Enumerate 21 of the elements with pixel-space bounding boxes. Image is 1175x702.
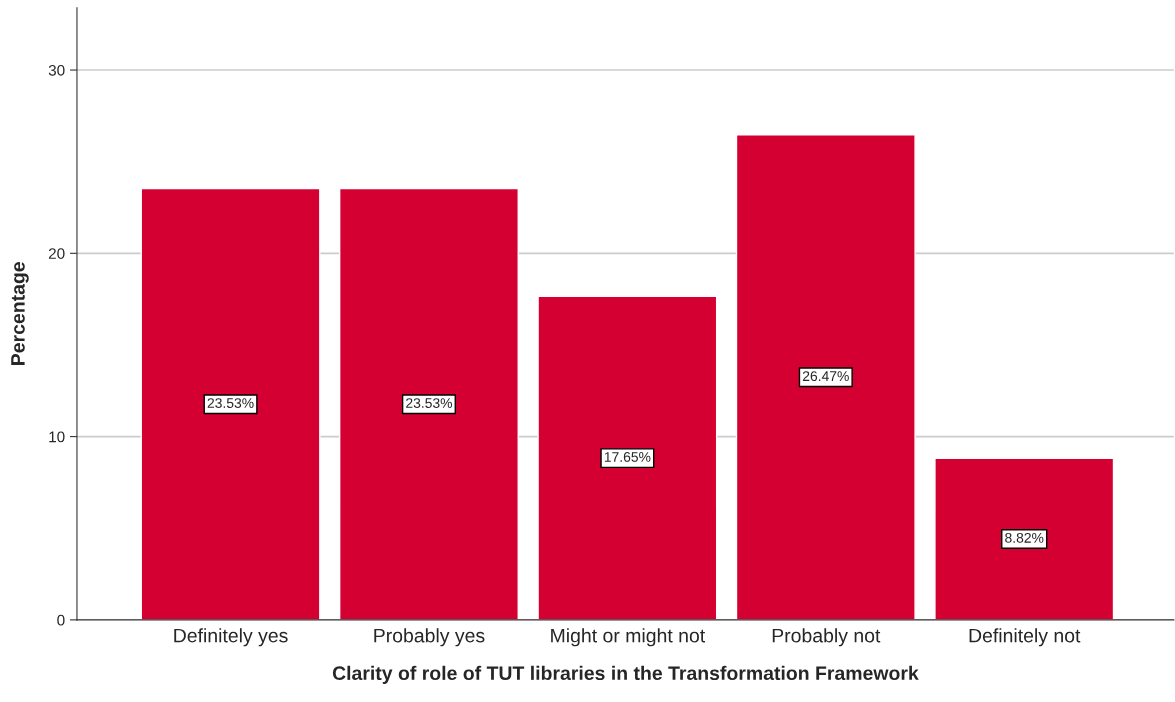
y-tick-label: 30: [48, 64, 65, 76]
x-tick-label: Probably not: [772, 628, 881, 647]
y-tick-label: 0: [57, 614, 65, 626]
y-axis-title: Percentage: [11, 262, 29, 365]
data-label: 17.65%: [604, 452, 651, 462]
data-label: 26.47%: [802, 371, 849, 382]
bar: [140, 187, 321, 620]
y-tick-label: 20: [48, 248, 65, 259]
x-tick-label: Probably yes: [374, 628, 485, 647]
data-label: 23.53%: [207, 398, 254, 408]
bar: [735, 134, 916, 620]
data-label: 8.82%: [1005, 532, 1044, 543]
bar: [537, 295, 718, 620]
bar: [338, 187, 519, 620]
bar: [934, 457, 1115, 620]
x-tick-label: Definitely yes: [174, 628, 288, 647]
data-label: 23.53%: [406, 398, 453, 408]
x-tick-label: Might or might not: [551, 628, 706, 647]
x-tick-label: Definitely not: [969, 628, 1081, 647]
x-axis-title: Clarity of role of TUT libraries in the Transformation Framework: [332, 665, 919, 684]
y-tick-label: 10: [49, 431, 65, 443]
